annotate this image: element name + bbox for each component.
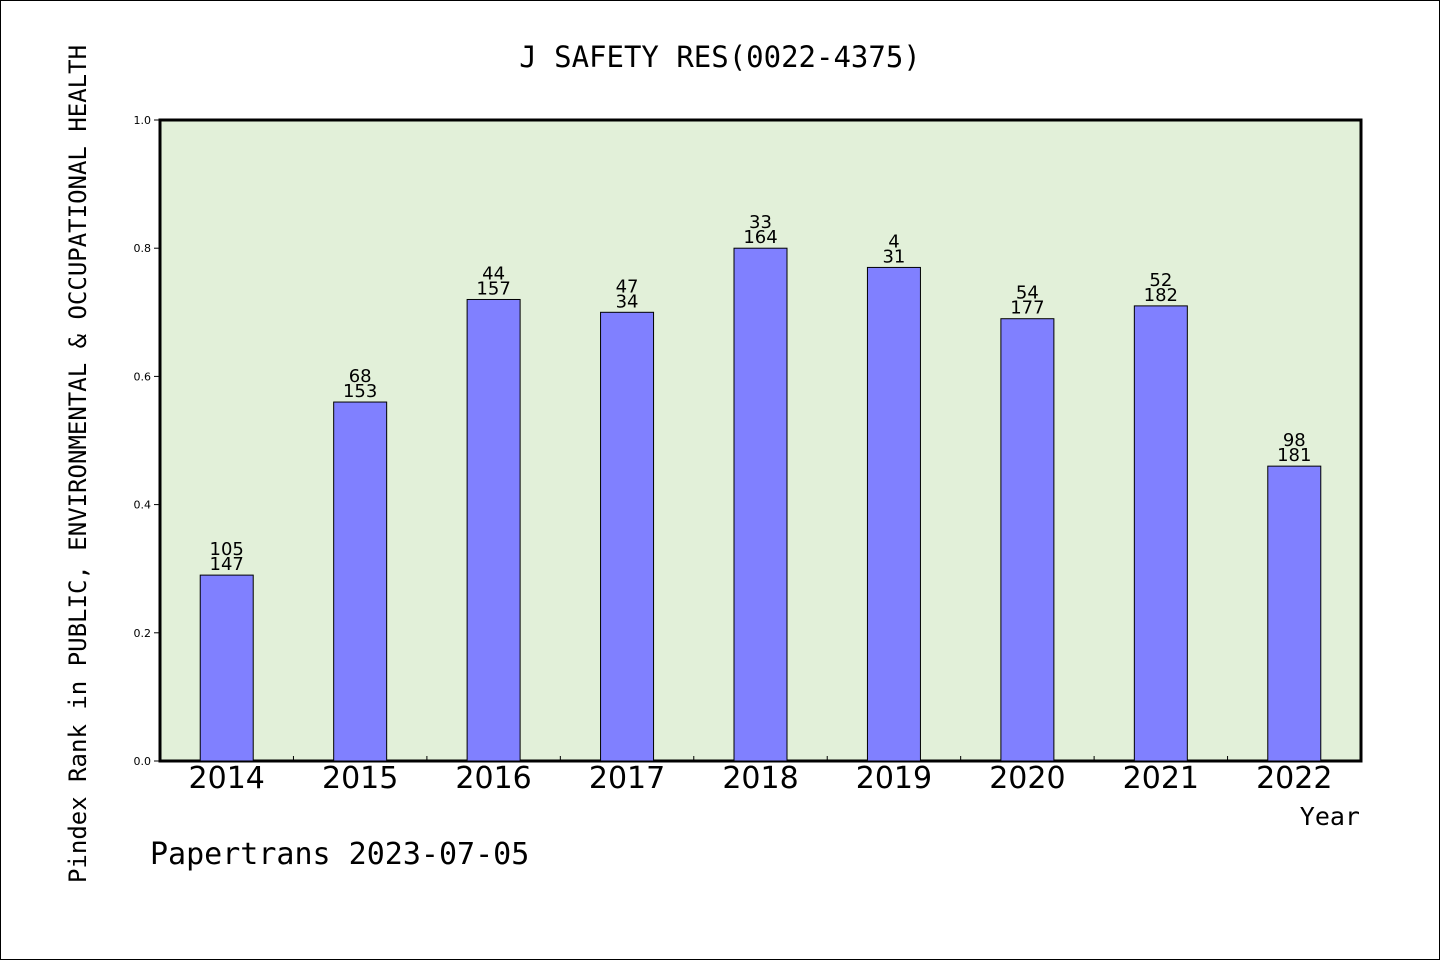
data-label-bottom: 153 — [343, 381, 377, 402]
bar-2016 — [466, 298, 521, 762]
bar-2018 — [733, 247, 788, 762]
data-label-top: 52 — [1149, 270, 1172, 291]
data-label-top: 33 — [749, 212, 772, 233]
y-tick-label: 1.0 — [134, 114, 152, 127]
data-label-bottom: 182 — [1144, 285, 1178, 306]
bar-2022 — [1267, 465, 1322, 762]
y-tick-label: 0.6 — [134, 370, 152, 383]
bar-2015 — [333, 401, 388, 762]
data-label-top: 54 — [1016, 283, 1039, 304]
x-tick-label: 2021 — [1123, 761, 1199, 796]
bars-group — [199, 247, 1322, 762]
data-label-top: 68 — [349, 366, 372, 387]
y-tick-label: 0.2 — [134, 627, 152, 640]
bar-2014 — [199, 574, 254, 762]
chart-title: J SAFETY RES(0022-4375) — [519, 40, 921, 74]
data-label-bottom: 181 — [1277, 445, 1311, 466]
x-tick-label: 2022 — [1256, 761, 1332, 796]
x-tick-label: 2019 — [856, 761, 932, 796]
bar-2021 — [1133, 305, 1188, 762]
footer-text: Papertrans 2023-07-05 — [150, 837, 529, 872]
data-label-bottom: 31 — [882, 246, 905, 267]
x-tick-label: 2015 — [322, 761, 398, 796]
data-label-top: 4 — [888, 231, 899, 252]
y-tick-label: 0.0 — [134, 755, 152, 768]
data-label-bottom: 164 — [743, 227, 777, 248]
y-tick-label: 0.8 — [134, 242, 152, 255]
data-label-bottom: 157 — [476, 278, 510, 299]
bar-2020 — [1000, 318, 1055, 762]
x-tick-label: 2014 — [189, 761, 265, 796]
bar-2017 — [600, 311, 655, 762]
data-label-top: 47 — [616, 276, 639, 297]
data-label-bottom: 147 — [210, 554, 244, 575]
x-axis: 2014 2015 2016 2017 2018 2019 2020 2021 2022 — [189, 756, 1332, 796]
x-tick-label: 2016 — [455, 761, 531, 796]
y-tick-label: 0.4 — [134, 499, 152, 512]
data-label-top: 105 — [210, 539, 244, 560]
x-tick-label: 2017 — [589, 761, 665, 796]
x-tick-label: 2020 — [989, 761, 1065, 796]
y-axis: 0.0 0.2 0.4 0.6 0.8 1.0 — [134, 114, 160, 768]
data-label-bottom: 34 — [616, 291, 639, 312]
x-tick-label: 2018 — [722, 761, 798, 796]
y-axis-label: Pindex Rank in PUBLIC, ENVIRONMENTAL & O… — [64, 45, 92, 883]
x-axis-label: Year — [1300, 802, 1360, 831]
bar-2019 — [866, 266, 921, 762]
data-label-top: 44 — [482, 263, 505, 284]
data-label-top: 98 — [1283, 430, 1306, 451]
data-label-bottom: 177 — [1010, 298, 1044, 319]
